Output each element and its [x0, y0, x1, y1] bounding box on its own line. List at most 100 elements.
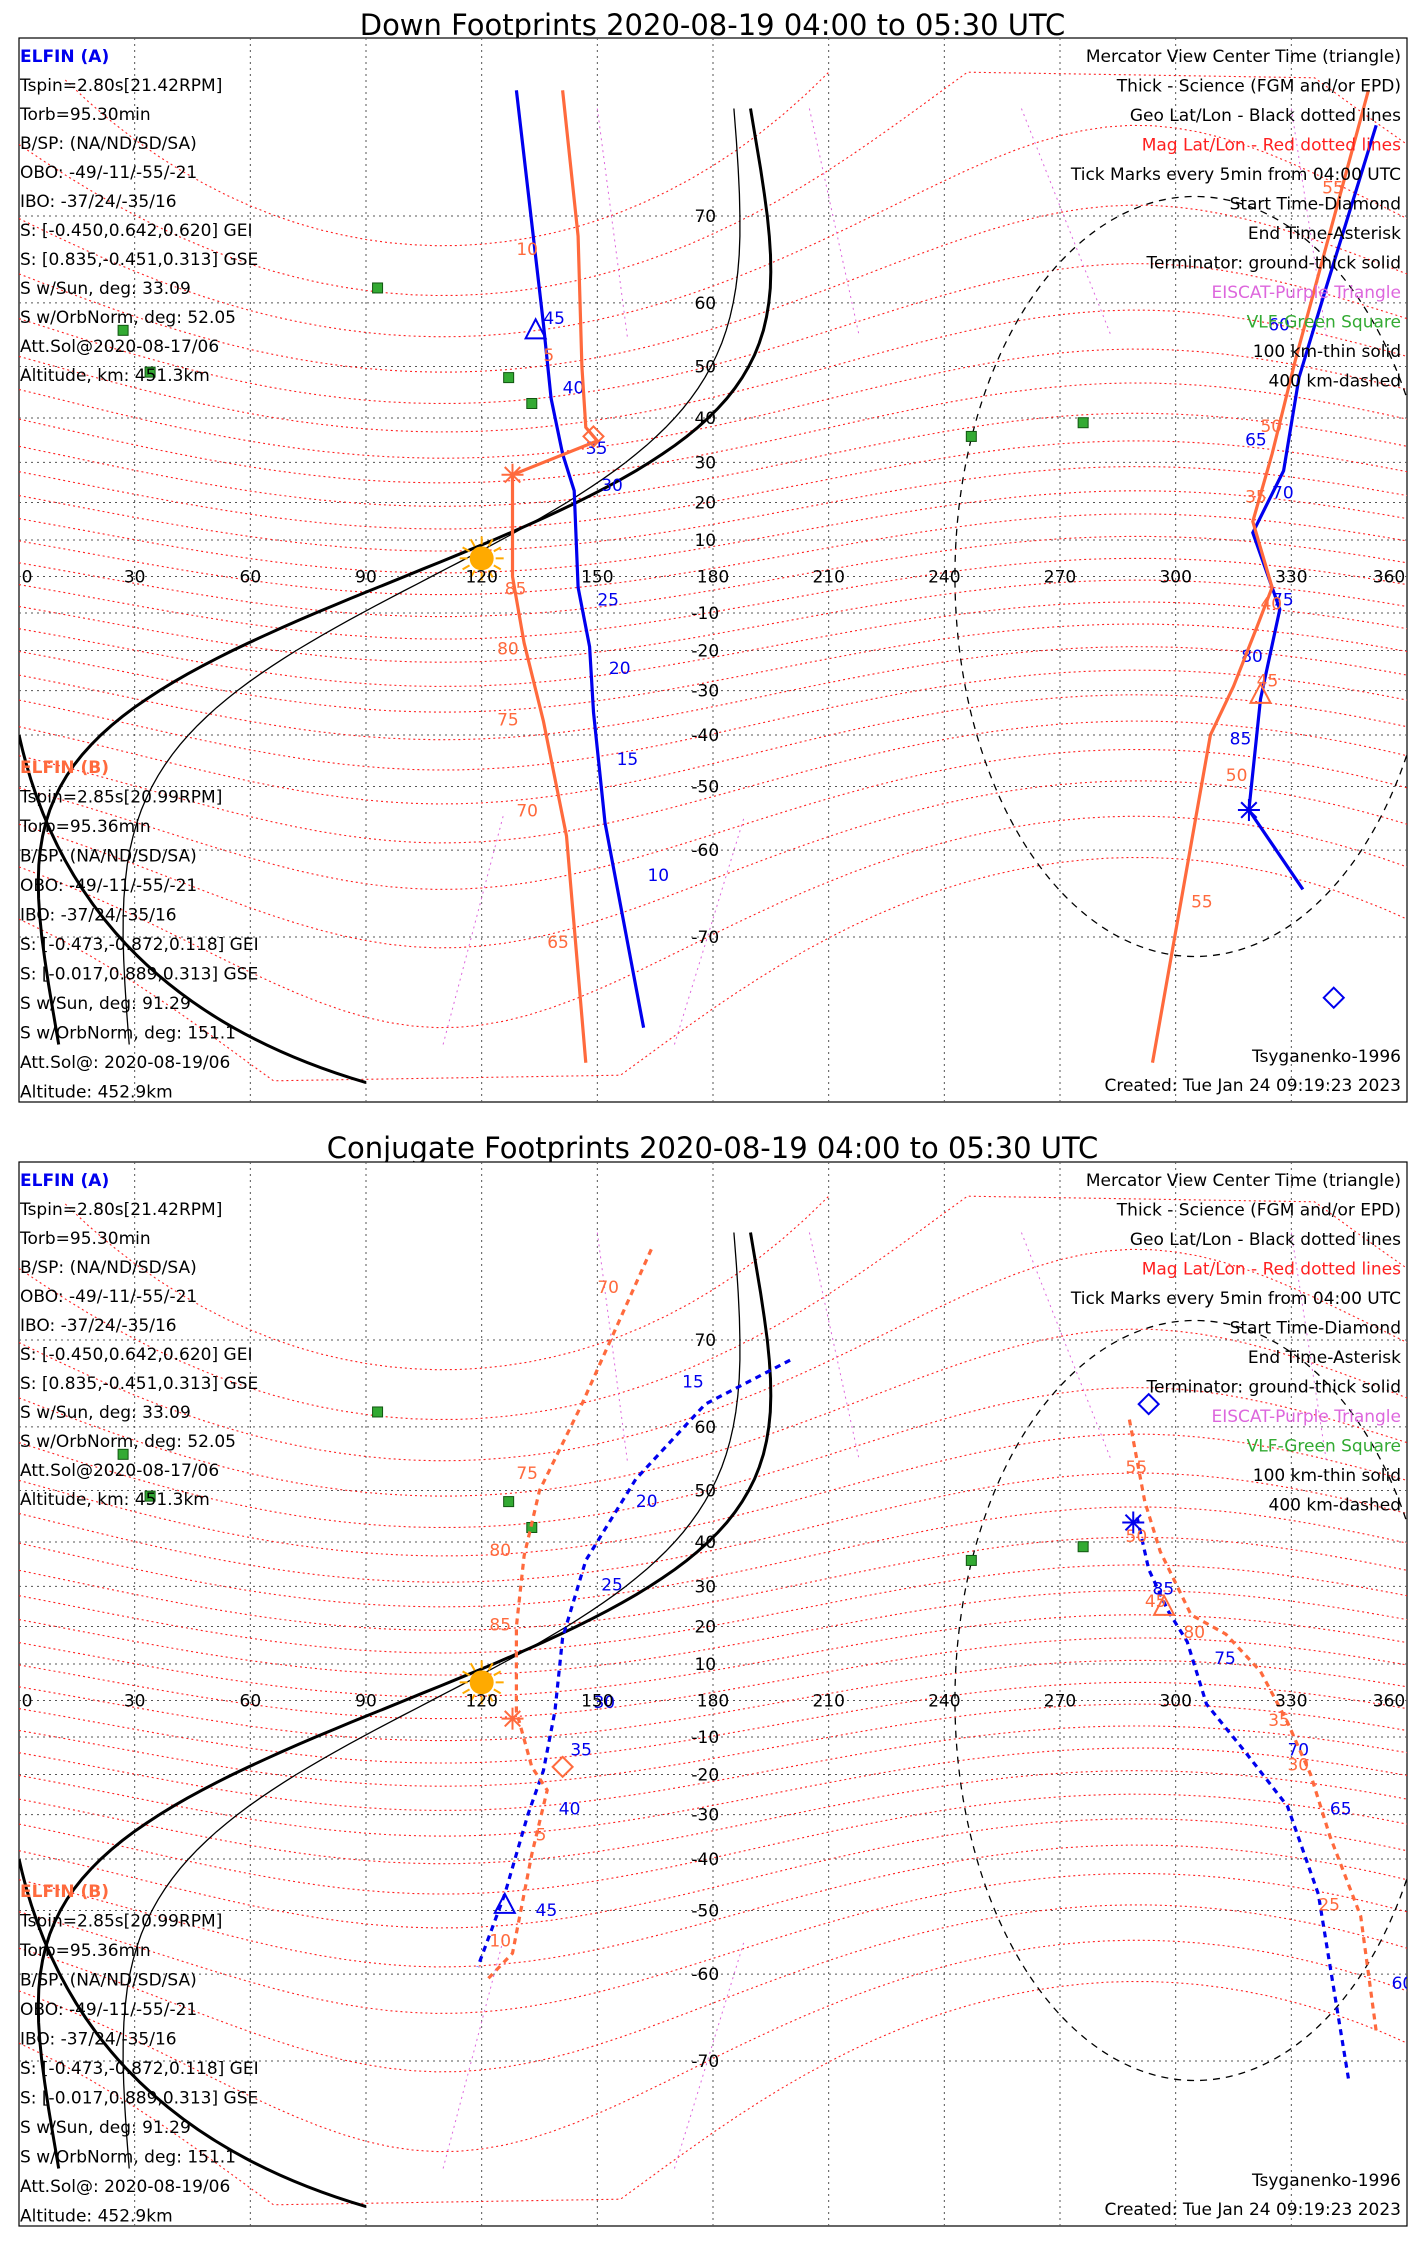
mag-latitude-line — [19, 1248, 1407, 1462]
elfin-a-param: OBO: -49/-11/-55/-21 — [20, 1287, 197, 1307]
sun-ray — [462, 1670, 471, 1677]
end-asterisk-marker — [1240, 801, 1258, 819]
mag-latitude-line — [64, 71, 830, 247]
mag-latitude-line — [19, 1770, 1407, 1865]
mag-longitude-line — [673, 1940, 745, 2169]
vlf-station-marker — [965, 430, 977, 442]
legend-item: Tick Marks every 5min from 04:00 UTC — [1070, 1289, 1401, 1309]
track-tick-label: 5 — [543, 346, 554, 366]
lat-tick-label: -20 — [691, 1766, 719, 1786]
lat-tick-label: -60 — [691, 1965, 719, 1985]
elfin-a-param: Tspin=2.80s[21.42RPM] — [19, 1200, 222, 1220]
elfin-a-param: S w/Sun, deg: 33.09 — [20, 279, 191, 299]
mag-latitude-line — [19, 1703, 1407, 1787]
elfin-b-param: OBO: -49/-11/-55/-21 — [20, 2000, 197, 2020]
mag-latitude-line — [19, 1904, 1407, 2073]
created-timestamp: Created: Tue Jan 24 09:19:23 2023 — [1104, 2200, 1401, 2220]
lon-tick-label: 360 — [1373, 568, 1405, 588]
terminator-ground — [36, 108, 773, 1045]
track-tick-label: 70 — [516, 801, 538, 821]
mag-latitude-line — [19, 466, 1407, 552]
lon-tick-label: 30 — [124, 1692, 146, 1712]
legend-item: Mag Lat/Lon - Red dotted lines — [1142, 1260, 1401, 1280]
mag-latitude-line — [19, 124, 1407, 338]
lat-tick-label: 40 — [694, 409, 716, 429]
track-tick-label: 5 — [536, 1826, 547, 1846]
terminator-100km — [122, 108, 741, 1045]
map-legend: Mercator View Center Time (triangle) Thic… — [1070, 47, 1401, 392]
elfin-a-param: Torb=95.30min — [19, 1229, 151, 1249]
center-triangle-marker — [493, 1891, 517, 1914]
center-triangle-marker — [523, 317, 548, 340]
elfin-a-param: S w/Sun, deg: 33.09 — [20, 1403, 191, 1423]
track-tick-label: 85 — [1230, 730, 1252, 750]
mag-latitude-line — [19, 1980, 1407, 2206]
track-tick-label: 10 — [647, 866, 669, 886]
track-tick-label: 20 — [609, 659, 631, 679]
track-tick-label: 65 — [547, 933, 569, 953]
model-label: Tsyganenko-1996 — [1251, 1047, 1401, 1067]
map-area: 4540353025201510858075706560105858075706… — [19, 38, 1407, 1102]
mag-latitude-line — [19, 1564, 1407, 1654]
center-triangle-marker — [1152, 1593, 1176, 1616]
mag-latitude-line — [19, 557, 1407, 640]
lat-tick-label: -60 — [691, 841, 719, 861]
elfin-b-info: ELFIN (B) Tspin=2.85s[20.99RPM] Torb=95.36… — [19, 1882, 259, 2227]
mag-longitude-line — [596, 108, 628, 337]
start-diamond-marker — [1322, 986, 1346, 1010]
legend-item: Thick - Science (FGM and/or EPD) — [1116, 77, 1401, 97]
mag-longitude-line — [673, 816, 745, 1045]
start-diamond-marker — [551, 1755, 575, 1779]
terminator-ground-south — [19, 1858, 367, 2209]
mag-latitude-line — [19, 748, 1407, 890]
track-tick-label: 10 — [489, 1932, 511, 1952]
mag-latitude-line — [19, 535, 1407, 618]
start-diamond-marker — [1137, 1392, 1161, 1416]
legend-item: Geo Lat/Lon - Black dotted lines — [1130, 1230, 1401, 1250]
vlf-station-marker — [117, 1448, 129, 1460]
legend-item: Mercator View Center Time (triangle) — [1086, 47, 1401, 67]
elfin-a-title: ELFIN (A) — [20, 47, 109, 67]
terminator-ground — [36, 1232, 773, 2169]
mag-latitude-line — [19, 1681, 1407, 1764]
lon-tick-label: 120 — [465, 568, 497, 588]
track-tick-label: 70 — [597, 1278, 619, 1298]
legend-item: End Time-Asterisk — [1248, 224, 1401, 244]
lat-tick-label: 20 — [694, 1617, 716, 1637]
mag-latitude-line — [19, 856, 1407, 1082]
track-tick-label: 85 — [505, 580, 527, 600]
lon-tick-label: 210 — [812, 568, 844, 588]
vlf-station-marker — [144, 366, 156, 378]
model-label: Tsyganenko-1996 — [1251, 2171, 1401, 2191]
elfin-a-param: S w/OrbNorm, deg: 52.05 — [20, 308, 236, 328]
elfin-b-param: B/SP: (NA/ND/SD/SA) — [20, 847, 197, 867]
sun-ray — [462, 1688, 471, 1695]
mag-latitude-line — [19, 1793, 1407, 1895]
track-tick-label: 60 — [1392, 1974, 1414, 1994]
mag-latitude-line — [19, 1387, 1407, 1529]
vlf-station-marker — [503, 372, 515, 384]
track-tick-label: 50 — [1126, 1527, 1148, 1547]
elfin-a-param: Att.Sol@2020-08-17/06 — [20, 1461, 219, 1481]
lat-tick-label: -10 — [691, 1728, 719, 1748]
legend-item: Terminator: ground-thick solid — [1145, 1378, 1401, 1398]
elfin-b-param: S w/OrbNorm, deg: 151.1 — [20, 2148, 236, 2168]
track-tick-label: 45 — [1257, 671, 1279, 691]
lat-tick-label: -10 — [691, 604, 719, 624]
lon-tick-label: 90 — [355, 568, 377, 588]
elfin-a-param: Att.Sol@2020-08-17/06 — [20, 337, 219, 357]
track-tick-label: 25 — [601, 1576, 623, 1596]
track-tick-label: 80 — [1183, 1623, 1205, 1643]
vlf-station-marker — [503, 1496, 515, 1508]
mag-latitude-line — [19, 1614, 1407, 1698]
lat-tick-label: -70 — [691, 928, 719, 948]
mag-latitude-line — [19, 646, 1407, 741]
legend-item: Geo Lat/Lon - Black dotted lines — [1130, 106, 1401, 126]
vlf-station-marker — [372, 1406, 384, 1418]
elfin-a-param: S w/OrbNorm, deg: 52.05 — [20, 1432, 236, 1452]
lon-tick-label: 360 — [1373, 1692, 1405, 1712]
elfin-b-info: ELFIN (B) Tspin=2.85s[20.99RPM] Torb=95.36… — [19, 758, 259, 1103]
legend-item: Start Time-Diamond — [1230, 1319, 1401, 1339]
elfin-b-param: Altitude: 452.9km — [20, 1083, 173, 1103]
